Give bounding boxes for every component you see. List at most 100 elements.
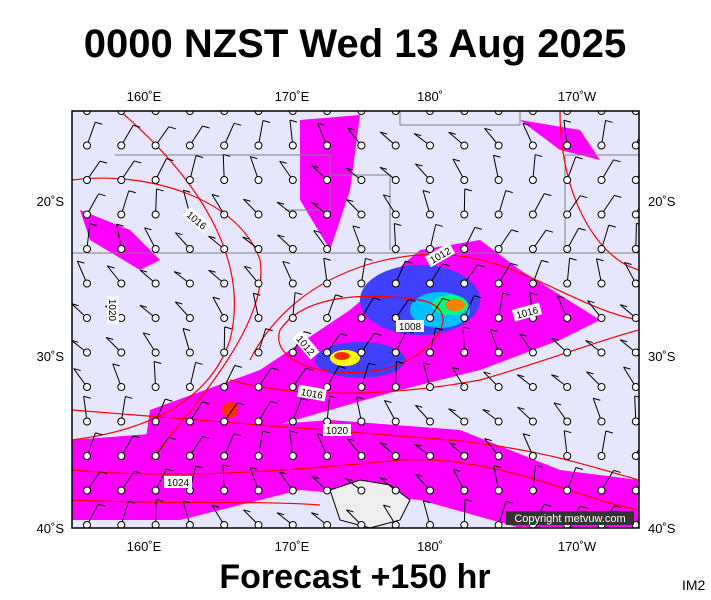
wind-barb <box>473 295 482 299</box>
wind-barb <box>323 452 332 460</box>
wind-barb <box>151 245 160 253</box>
wind-barb <box>288 176 297 184</box>
wind-barb <box>258 120 264 146</box>
wind-barb <box>601 225 610 250</box>
wind-barb <box>635 447 639 457</box>
wind-barb <box>83 395 91 399</box>
wind-barb <box>426 417 434 426</box>
wind-barb <box>608 224 616 228</box>
map-area <box>72 111 656 528</box>
wind-barb <box>185 521 194 528</box>
wind-barb <box>185 111 194 115</box>
wind-barb <box>288 348 297 357</box>
wind-barb <box>597 486 606 495</box>
wind-barb <box>563 279 572 288</box>
wind-barb <box>556 295 568 319</box>
wind-barb <box>288 417 297 426</box>
wind-barb <box>182 327 191 331</box>
wind-barb <box>323 521 332 528</box>
wind-barb <box>117 111 126 115</box>
wind-barb <box>222 154 225 181</box>
wind-barb <box>460 279 469 288</box>
wind-barb <box>133 124 141 128</box>
wind-barb <box>289 430 294 457</box>
wind-barb <box>151 141 160 150</box>
wind-barb <box>357 417 366 426</box>
lat-label: 40˚S <box>37 521 65 536</box>
wind-barb <box>490 328 498 332</box>
wind-barb <box>117 210 126 219</box>
wind-barb <box>453 468 461 472</box>
wind-barb <box>106 337 114 341</box>
wind-barb <box>631 279 639 288</box>
wind-barb <box>165 398 173 402</box>
wind-barb <box>220 245 229 253</box>
wind-barb <box>605 430 613 434</box>
wind-barb <box>153 361 157 388</box>
wind-barb <box>277 234 285 238</box>
wind-barb <box>265 328 273 332</box>
wind-barb <box>532 111 533 112</box>
wind-barb <box>323 210 332 219</box>
wind-barb <box>597 452 606 460</box>
wind-barb <box>86 122 96 146</box>
wind-barb <box>557 295 565 299</box>
wind-barb <box>223 153 231 157</box>
wind-barb <box>635 223 637 250</box>
wind-barb <box>155 398 166 422</box>
wind-barb <box>566 258 571 284</box>
wind-barb <box>166 468 174 472</box>
wind-barb <box>497 111 499 112</box>
wind-barb <box>243 198 251 202</box>
wind-barb <box>182 328 191 353</box>
wind-barb <box>601 120 607 146</box>
wind-barb <box>335 294 343 298</box>
wind-barb <box>83 521 91 528</box>
wind-barb <box>317 122 325 126</box>
wind-barb <box>311 201 319 205</box>
wind-barb <box>422 362 431 388</box>
wind-barb <box>189 111 191 112</box>
wind-barb <box>563 119 572 123</box>
wind-barb <box>422 189 431 193</box>
wind-barb <box>426 348 434 357</box>
wind-barb <box>545 229 554 233</box>
wind-barb <box>592 398 602 422</box>
isobar-label: 1020 <box>326 426 349 437</box>
wind-barb <box>282 261 294 284</box>
wind-barb <box>528 279 537 288</box>
wind-barb <box>73 368 81 372</box>
wind-barb <box>563 120 568 146</box>
wind-barb <box>649 472 656 474</box>
wind-barb <box>414 133 422 137</box>
wind-barb <box>120 396 126 422</box>
wind-barb <box>323 348 332 357</box>
wind-barb <box>288 210 297 219</box>
wind-barb <box>121 111 122 112</box>
wind-barb <box>304 331 312 335</box>
wind-barb <box>282 260 290 264</box>
wind-barb <box>258 430 264 457</box>
wind-barb <box>528 452 537 460</box>
wind-barb <box>649 161 656 163</box>
wind-barb <box>631 111 639 115</box>
wind-barb <box>489 329 500 353</box>
wind-barb <box>77 260 85 264</box>
wind-barb <box>563 430 568 457</box>
wind-barb <box>311 475 319 479</box>
wind-barb <box>597 383 606 391</box>
wind-barb <box>155 468 167 491</box>
wind-barb <box>326 396 331 422</box>
wind-barb <box>502 292 510 296</box>
wind-barb <box>396 360 404 364</box>
wind-barb <box>222 464 225 491</box>
wind-barb <box>380 131 388 135</box>
wind-barb <box>379 477 388 481</box>
wind-barb <box>128 500 136 504</box>
wind-barb <box>532 260 542 284</box>
wind-barb <box>426 245 434 253</box>
wind-barb <box>202 435 210 439</box>
wind-barb <box>395 260 406 284</box>
wind-barb <box>528 111 537 115</box>
